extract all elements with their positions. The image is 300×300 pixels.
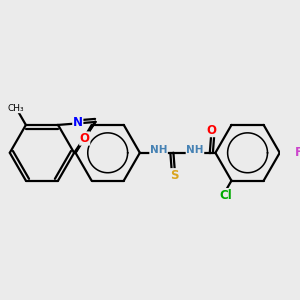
Text: O: O — [206, 124, 216, 136]
Text: N: N — [73, 116, 83, 129]
Text: NH: NH — [186, 145, 204, 155]
Text: O: O — [80, 132, 90, 145]
Text: CH₃: CH₃ — [8, 104, 25, 113]
Text: Cl: Cl — [219, 189, 232, 202]
Text: S: S — [171, 169, 179, 182]
Text: NH: NH — [150, 145, 167, 155]
Text: F: F — [295, 146, 300, 159]
